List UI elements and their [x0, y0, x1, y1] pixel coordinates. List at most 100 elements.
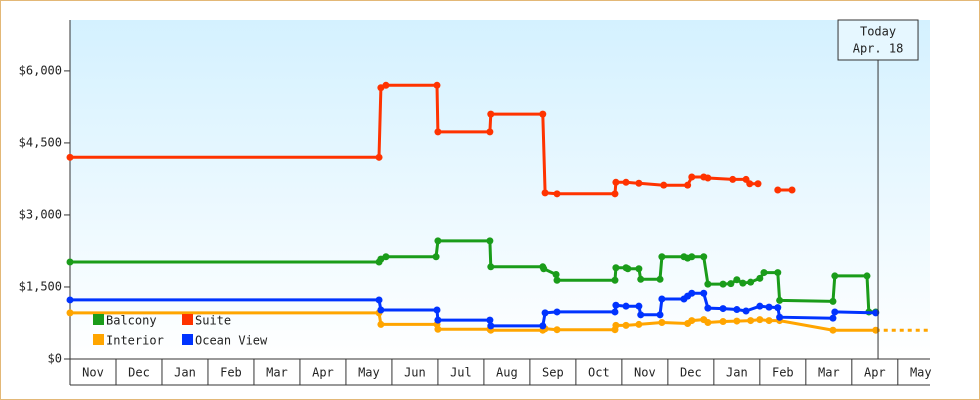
x-tick-label: Aug — [496, 366, 518, 380]
data-point — [733, 306, 741, 314]
legend-label: Balcony — [106, 314, 157, 328]
data-point — [719, 305, 727, 313]
data-point — [432, 253, 440, 261]
data-point — [553, 326, 561, 334]
data-point — [539, 110, 547, 118]
x-tick-label: Oct — [588, 366, 610, 380]
x-tick-label: Mar — [818, 366, 840, 380]
data-point — [774, 186, 782, 194]
data-point — [704, 280, 712, 288]
data-point — [487, 263, 495, 271]
data-point — [756, 316, 764, 324]
data-point — [872, 309, 880, 317]
x-tick-label: Jan — [174, 366, 196, 380]
y-tick-label: $3,000 — [19, 207, 62, 221]
x-tick-label: Nov — [634, 366, 656, 380]
data-point — [776, 313, 784, 321]
data-point — [719, 280, 727, 288]
data-point — [637, 275, 645, 283]
data-point — [552, 270, 560, 278]
data-point — [553, 308, 561, 316]
legend-label: Ocean View — [195, 334, 268, 348]
data-point — [635, 320, 643, 328]
data-point — [747, 278, 755, 286]
data-point — [486, 316, 494, 324]
data-point — [863, 272, 871, 280]
data-point — [684, 181, 692, 189]
data-point — [727, 280, 735, 288]
data-point — [872, 326, 880, 334]
data-point — [66, 258, 74, 266]
data-point — [788, 186, 796, 194]
data-point — [658, 253, 666, 261]
data-point — [375, 153, 383, 161]
today-label: Apr. 18 — [853, 42, 904, 56]
data-point — [688, 317, 696, 325]
data-point — [382, 253, 390, 261]
x-tick-label: Apr — [864, 366, 886, 380]
data-point — [487, 110, 495, 118]
data-point — [637, 311, 645, 319]
data-point — [541, 309, 549, 317]
data-point — [704, 319, 712, 327]
data-point — [829, 297, 837, 305]
data-point — [433, 81, 441, 89]
legend-swatch — [93, 334, 104, 345]
x-tick-label: Jun — [404, 366, 426, 380]
legend-swatch — [182, 314, 193, 325]
legend-swatch — [93, 314, 104, 325]
data-point — [774, 269, 782, 277]
data-point — [434, 128, 442, 136]
data-point — [765, 317, 773, 325]
data-point — [611, 190, 619, 198]
today-box — [837, 19, 919, 61]
data-point — [733, 317, 741, 325]
data-point — [486, 237, 494, 245]
data-point — [829, 326, 837, 334]
data-point — [704, 174, 712, 182]
x-tick-label: Feb — [220, 366, 242, 380]
data-point — [622, 178, 630, 186]
data-point — [742, 307, 750, 315]
data-point — [434, 316, 442, 324]
data-point — [700, 253, 708, 261]
data-point — [660, 181, 668, 189]
data-point — [66, 153, 74, 161]
data-point — [656, 275, 664, 283]
data-point — [382, 81, 390, 89]
data-point — [375, 296, 383, 304]
x-tick-label: Feb — [772, 366, 794, 380]
data-point — [658, 295, 666, 303]
x-tick-label: Dec — [128, 366, 150, 380]
data-point — [612, 178, 620, 186]
y-tick-label: $0 — [48, 352, 62, 366]
data-point — [729, 175, 737, 183]
data-point — [487, 322, 495, 330]
data-point — [66, 309, 74, 317]
data-point — [553, 190, 561, 198]
data-point — [622, 321, 630, 329]
x-tick-label: May — [358, 366, 380, 380]
data-point — [829, 314, 837, 322]
data-point — [733, 276, 741, 284]
data-point — [656, 311, 664, 319]
today-label: Today — [860, 25, 896, 39]
data-point — [688, 289, 696, 297]
data-point — [635, 179, 643, 187]
data-point — [765, 303, 773, 311]
data-point — [433, 306, 441, 314]
data-point — [541, 189, 549, 197]
data-point — [754, 180, 762, 188]
data-point — [624, 265, 632, 273]
data-point — [611, 276, 619, 284]
data-point — [540, 265, 548, 273]
data-point — [612, 321, 620, 329]
data-point — [434, 237, 442, 245]
data-point — [377, 306, 385, 314]
data-point — [635, 265, 643, 273]
x-tick-label: Jan — [726, 366, 748, 380]
data-point — [831, 308, 839, 316]
data-point — [434, 325, 442, 333]
x-tick-label: Jul — [450, 366, 472, 380]
